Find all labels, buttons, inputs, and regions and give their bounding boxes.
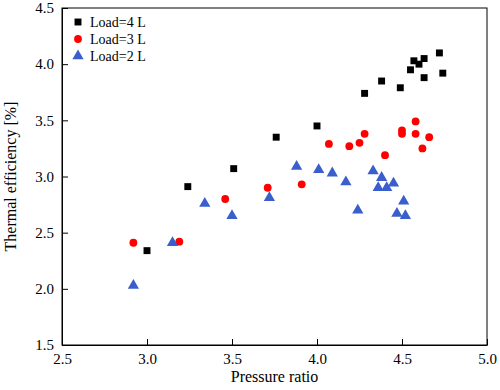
point xyxy=(412,118,420,126)
chart: 2.5 3.0 3.5 4.0 4.5 5.0 1.5 2.0 2.5 3.0 3.5 4.0 4.5 L… xyxy=(0,0,500,390)
tick-label: 3.5 xyxy=(223,351,242,367)
axis-line xyxy=(63,345,488,346)
point xyxy=(230,165,237,172)
point xyxy=(184,183,191,190)
point xyxy=(400,209,411,219)
point xyxy=(398,195,409,205)
point xyxy=(361,90,368,97)
legend: Load=4 L Load=3 L Load=2 L xyxy=(72,15,145,64)
point xyxy=(361,130,369,138)
point xyxy=(264,191,275,201)
point xyxy=(226,209,237,219)
point xyxy=(128,279,139,289)
tick: 4.0 xyxy=(35,56,68,72)
point xyxy=(167,236,178,246)
point xyxy=(421,55,428,62)
tick: 3.0 xyxy=(138,339,157,367)
tick-mark xyxy=(62,289,68,290)
point xyxy=(376,171,387,181)
tick: 3.5 xyxy=(35,113,68,129)
tick: 5.0 xyxy=(478,339,497,367)
tick-mark xyxy=(62,64,68,65)
plot-area: 2.5 3.0 3.5 4.0 4.5 5.0 1.5 2.0 2.5 3.0 3.5 4.0 4.5 L… xyxy=(35,0,497,366)
legend-label: Load=3 L xyxy=(90,32,146,47)
legend-marker xyxy=(74,35,82,43)
tick-label: 3.0 xyxy=(35,169,54,185)
point xyxy=(291,160,302,170)
tick: 2.0 xyxy=(35,281,68,297)
point xyxy=(325,140,333,148)
point xyxy=(313,163,324,173)
tick-label: 2.0 xyxy=(35,281,54,297)
tick-mark xyxy=(62,8,68,9)
point xyxy=(144,247,151,254)
x-axis-title: Pressure ratio xyxy=(231,368,319,385)
legend-label: Load=4 L xyxy=(90,15,146,30)
point xyxy=(412,130,420,138)
x-axis: 2.5 3.0 3.5 4.0 4.5 5.0 xyxy=(53,339,497,367)
tick-label: 4.5 xyxy=(35,0,54,16)
tick: 4.5 xyxy=(35,0,68,16)
tick-label: 2.5 xyxy=(35,225,54,241)
tick-label: 2.5 xyxy=(53,351,72,367)
points xyxy=(128,49,446,288)
point xyxy=(425,133,433,141)
y-axis-title: Thermal efficiency [%] xyxy=(2,102,20,252)
tick-label: 1.5 xyxy=(35,337,54,353)
point xyxy=(264,184,272,192)
plot-frame xyxy=(62,8,487,345)
point xyxy=(221,195,229,203)
point xyxy=(356,139,364,147)
tick-mark xyxy=(62,120,68,121)
tick-mark xyxy=(62,233,68,234)
legend-marker xyxy=(72,49,83,59)
legend-marker xyxy=(75,19,82,26)
tick: 4.5 xyxy=(393,339,412,367)
point xyxy=(340,176,351,186)
tick-mark xyxy=(402,339,403,345)
tick-label: 3.5 xyxy=(35,113,54,129)
point xyxy=(418,145,426,153)
tick-mark xyxy=(147,339,148,345)
point xyxy=(199,197,210,207)
legend-label: Load=2 L xyxy=(90,49,146,64)
point xyxy=(273,134,280,141)
tick: 3.5 xyxy=(223,339,242,367)
point xyxy=(436,49,443,56)
tick-label: 3.0 xyxy=(138,351,157,367)
tick-label: 5.0 xyxy=(478,351,497,367)
tick-mark xyxy=(317,339,318,345)
point xyxy=(298,180,306,188)
tick: 4.0 xyxy=(308,339,327,367)
series xyxy=(128,160,411,289)
tick: 2.5 xyxy=(35,225,68,241)
tick-mark xyxy=(232,339,233,345)
series xyxy=(144,49,447,254)
point xyxy=(398,130,406,138)
point xyxy=(327,167,338,177)
tick: 1.5 xyxy=(35,337,68,353)
tick-mark xyxy=(62,345,68,346)
tick-mark xyxy=(487,339,488,345)
point xyxy=(421,74,428,81)
point xyxy=(352,204,363,214)
point xyxy=(407,66,414,73)
tick-label: 4.0 xyxy=(35,56,54,72)
point xyxy=(314,122,321,129)
point xyxy=(378,78,385,85)
point xyxy=(391,207,402,217)
series xyxy=(129,118,433,247)
y-axis: 1.5 2.0 2.5 3.0 3.5 4.0 4.5 xyxy=(35,0,68,353)
tick-mark xyxy=(62,177,68,178)
tick-label: 4.0 xyxy=(308,351,327,367)
point xyxy=(345,142,353,150)
point xyxy=(397,84,404,91)
point xyxy=(439,70,446,77)
tick: 3.0 xyxy=(35,169,68,185)
point xyxy=(388,177,399,187)
point xyxy=(367,164,378,174)
tick-label: 4.5 xyxy=(393,351,412,367)
point xyxy=(129,239,137,247)
point xyxy=(381,151,389,159)
